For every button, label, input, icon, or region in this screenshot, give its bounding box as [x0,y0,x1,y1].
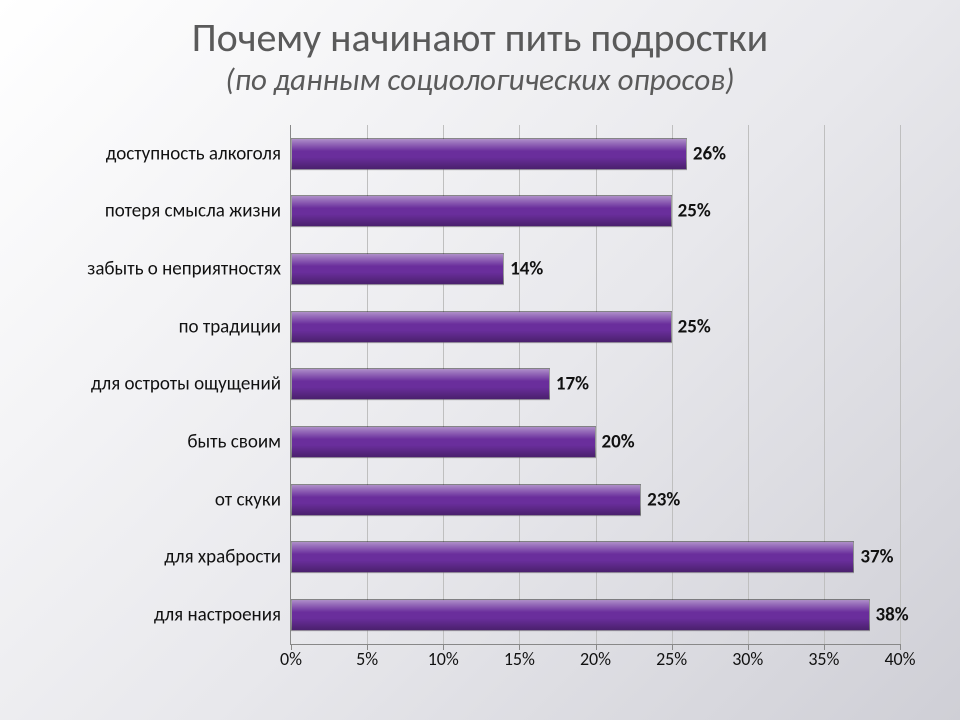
value-label: 17% [550,373,589,396]
bar-sheen [292,427,595,457]
x-tick-label: 30% [732,648,763,670]
x-tick-label: 25% [656,648,687,670]
plot-area: 0%5%10%15%20%25%30%35%40%доступность алк… [290,125,900,645]
bar-row: от скуки23% [291,471,900,529]
x-tick-label: 40% [884,648,915,670]
category-label: для настроения [154,604,291,627]
bar-row: для настроения38% [291,586,900,644]
category-label: потеря смысла жизни [105,200,291,223]
gridline [900,125,901,644]
category-label: по традиции [179,315,291,338]
value-label: 14% [504,258,543,281]
x-tick-label: 35% [808,648,839,670]
bar [291,599,870,631]
bar-sheen [292,197,671,227]
value-label: 20% [596,431,635,454]
category-label: быть своим [187,431,291,454]
bar-sheen [292,254,503,284]
x-tick-label: 0% [280,648,302,670]
chart-area: 0% 5% 10% 15% 20% 25% 30% 35% 40% доступность алк… [50,125,920,685]
bar [291,426,596,458]
bar-sheen [292,485,640,515]
bar-sheen [292,139,686,169]
value-label: 23% [641,488,680,511]
value-label: 38% [870,604,909,627]
bar [291,196,672,228]
bar [291,369,550,401]
value-label: 26% [687,142,726,165]
bar-row: потеря смысла жизни25% [291,183,900,241]
category-label: доступность алкоголя [106,142,291,165]
x-tick-label: 15% [504,648,535,670]
value-label: 37% [854,546,893,569]
bar-sheen [292,312,671,342]
plot-inner: 0%5%10%15%20%25%30%35%40%доступность алк… [290,125,900,645]
category-label: для храбрости [164,546,291,569]
bar-sheen [292,370,549,400]
category-label: от скуки [215,488,291,511]
value-label: 25% [672,200,711,223]
bar [291,542,854,574]
bar-row: по традиции25% [291,298,900,356]
bar-row: доступность алкоголя26% [291,125,900,183]
bar-row: для храбрости37% [291,529,900,587]
bar [291,253,504,285]
bar-sheen [292,543,853,573]
x-tick-label: 10% [428,648,459,670]
x-tick-label: 20% [580,648,611,670]
category-label: для остроты ощущений [91,373,291,396]
bar-sheen [292,600,869,630]
bar-row: быть своим20% [291,413,900,471]
bar-row: забыть о неприятностях14% [291,240,900,298]
bar-row: для остроты ощущений17% [291,356,900,414]
chart-subtitle: (по данным социологических опросов) [0,61,960,99]
bar [291,311,672,343]
x-tick-label: 5% [356,648,378,670]
chart-title: Почему начинают пить подростки [0,0,960,61]
bar [291,484,641,516]
category-label: забыть о неприятностях [87,258,291,281]
bar [291,138,687,170]
value-label: 25% [672,315,711,338]
